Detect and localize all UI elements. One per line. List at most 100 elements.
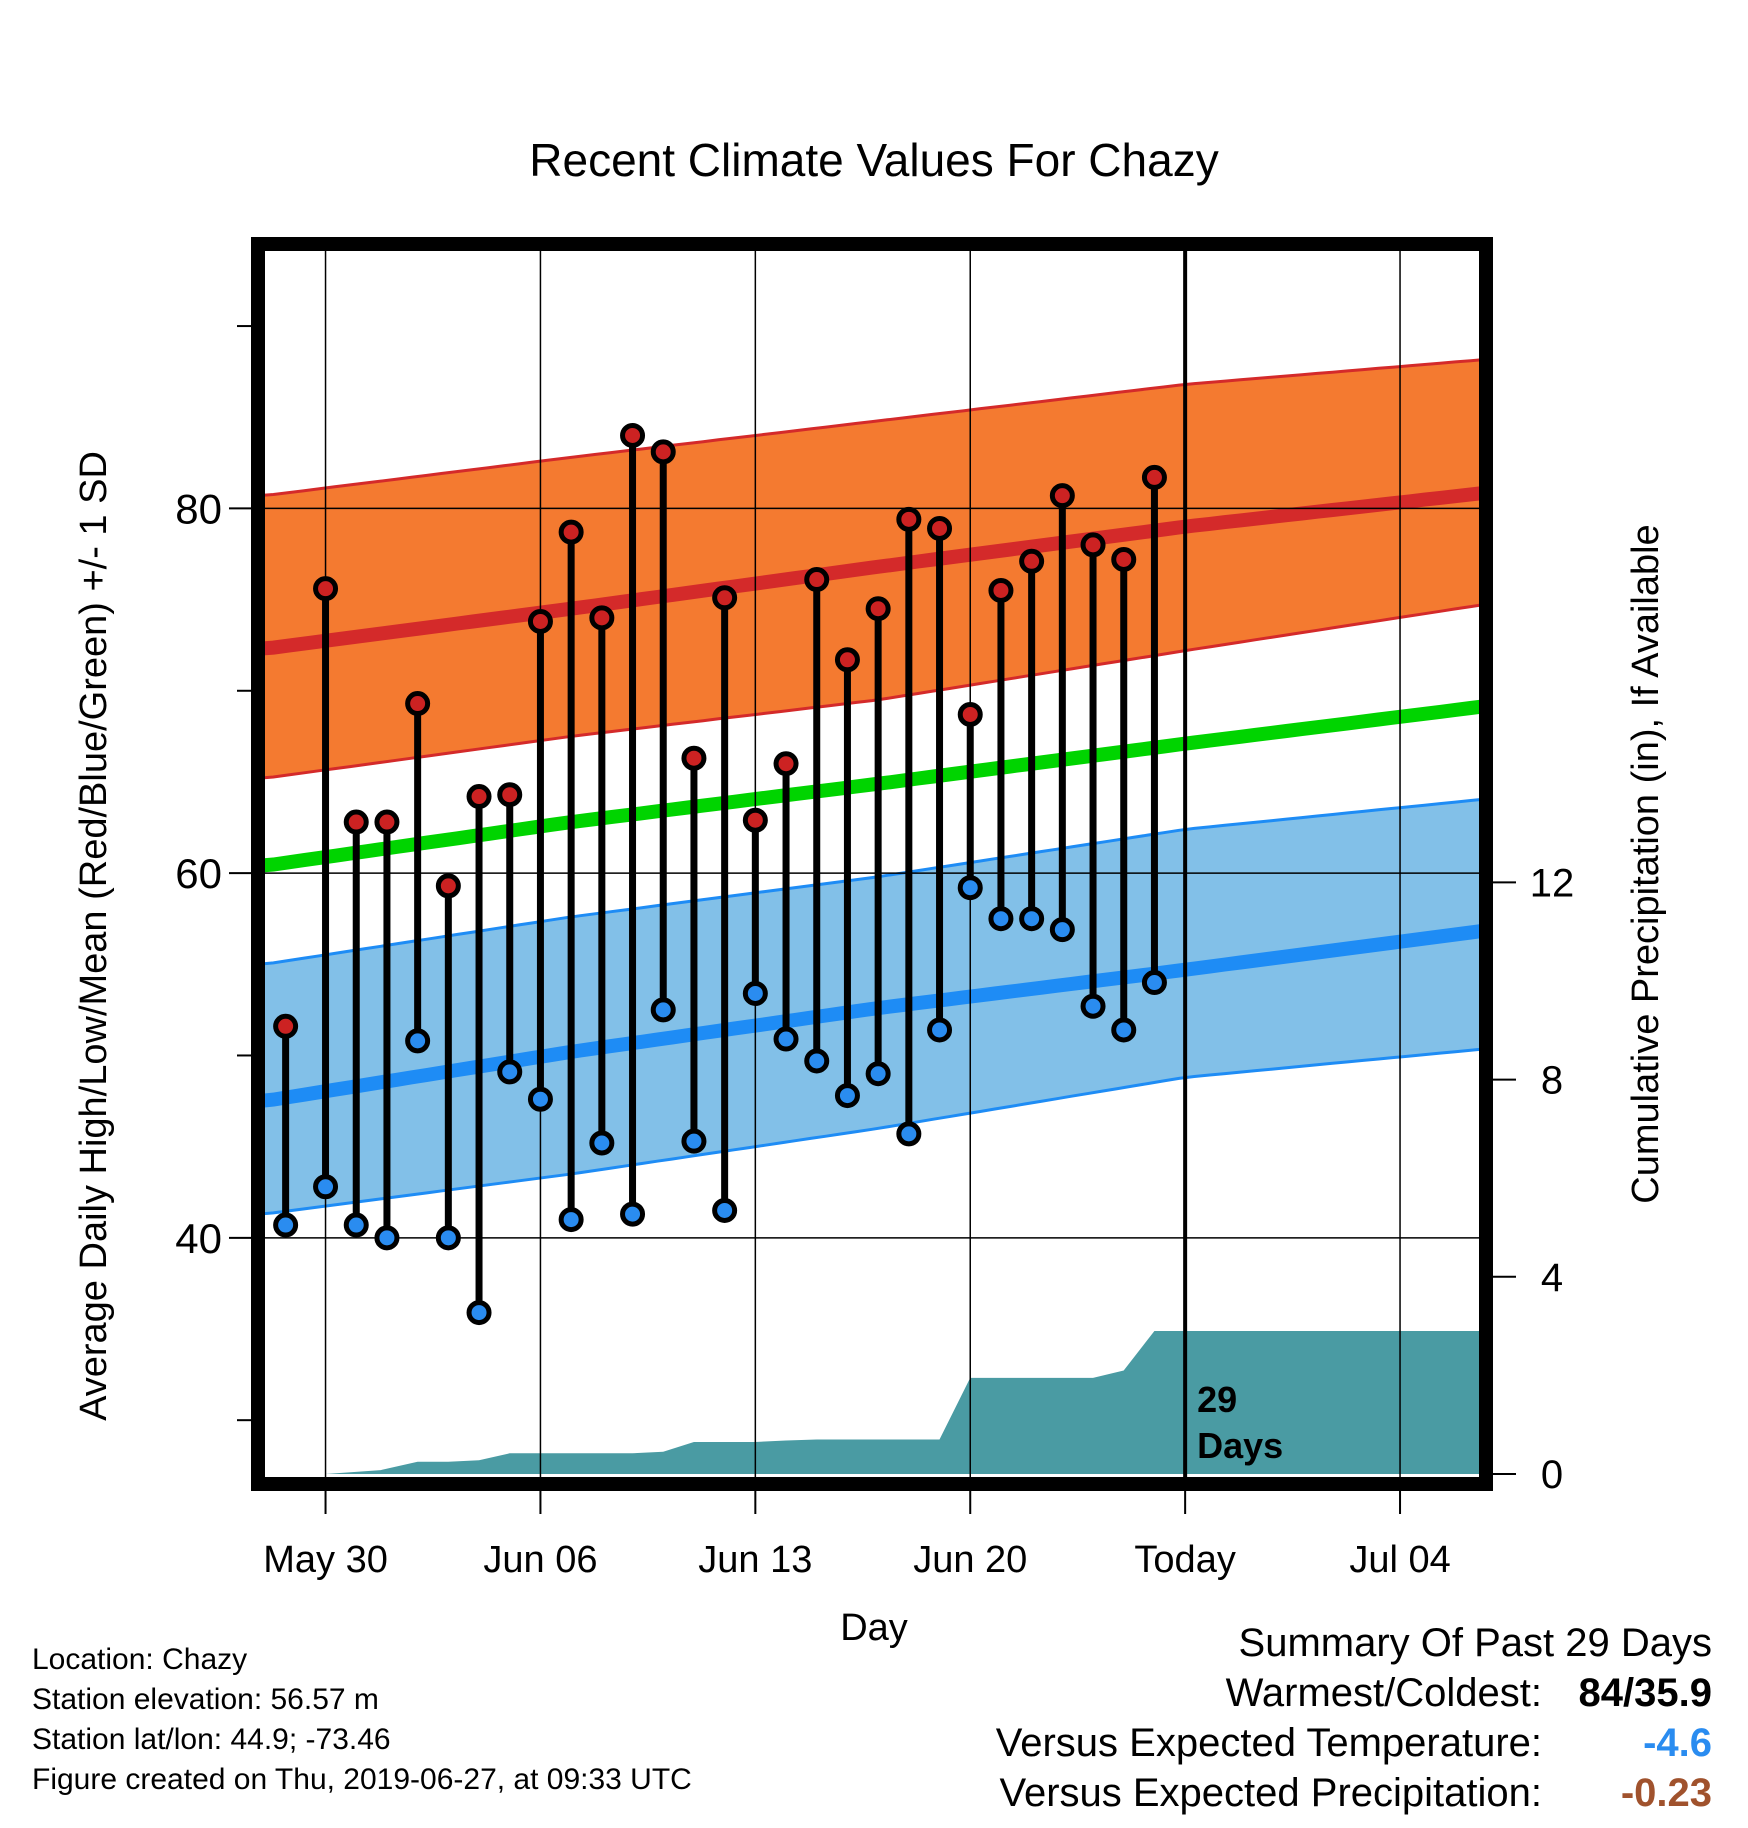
y-tick-label: 40	[175, 1215, 222, 1262]
location-text: Location: Chazy	[32, 1643, 248, 1676]
daily-high-point	[1141, 464, 1167, 490]
daily-high-point	[773, 751, 799, 777]
x-tick-label: Jun 20	[913, 1539, 1027, 1581]
daily-low-point	[466, 1300, 492, 1326]
daily-low-point	[742, 980, 768, 1006]
y-axis-label: Average Daily High/Low/Mean (Red/Blue/Gr…	[73, 451, 115, 1421]
daily-low-point	[712, 1197, 738, 1223]
daily-low-point	[834, 1083, 860, 1109]
chart-title: Recent Climate Values For Chazy	[529, 134, 1218, 186]
plot-area: 29 Days	[258, 244, 1486, 1484]
daily-low-point	[343, 1212, 369, 1238]
normal-mean-line	[258, 699, 1486, 873]
low-sd-lower-line	[258, 1047, 1486, 1216]
daily-high-point	[650, 439, 676, 465]
daily-high-point	[343, 809, 369, 835]
x-tick-label: Jun 13	[698, 1539, 812, 1581]
daily-low-point	[957, 875, 983, 901]
latlon-text: Station lat/lon: 44.9; -73.46	[32, 1723, 391, 1756]
daily-high-point	[374, 809, 400, 835]
daily-low-point	[1141, 970, 1167, 996]
warmest-label: Warmest/Coldest:	[1225, 1671, 1542, 1715]
y2-tick-label: 12	[1530, 861, 1575, 905]
daily-low-point	[1019, 906, 1045, 932]
high-sd-upper-line	[258, 357, 1486, 498]
precip-label: Versus Expected Precipitation:	[999, 1771, 1542, 1815]
daily-low-point	[589, 1130, 615, 1156]
daily-high-point	[896, 506, 922, 532]
daily-high-point	[804, 567, 830, 593]
daily-low-point	[435, 1225, 461, 1251]
daily-low-point	[650, 997, 676, 1023]
precip-value: -0.23	[1620, 1771, 1712, 1815]
daily-low-point	[558, 1207, 584, 1233]
daily-high-point	[681, 745, 707, 771]
daily-low-point	[927, 1017, 953, 1043]
x-tick-label: May 30	[263, 1539, 388, 1581]
daily-low-point	[865, 1061, 891, 1087]
daily-high-point	[620, 422, 646, 448]
daily-high-point	[712, 585, 738, 611]
daily-low-point	[1111, 1017, 1137, 1043]
daily-high-point	[1080, 532, 1106, 558]
daily-high-point	[742, 807, 768, 833]
daily-high-point	[435, 873, 461, 899]
daily-high-point	[1049, 483, 1075, 509]
station-info: Location: Chazy Station elevation: 56.57…	[32, 1640, 692, 1800]
x-tick-label: Jul 04	[1349, 1539, 1450, 1581]
summary-title: Summary Of Past 29 Days	[1238, 1621, 1712, 1665]
daily-high-point	[558, 519, 584, 545]
normal-high-line	[258, 485, 1486, 656]
y2-tick-label: 0	[1541, 1453, 1563, 1497]
y-tick-label: 80	[175, 485, 222, 532]
daily-low-point	[988, 906, 1014, 932]
daily-high-point	[497, 782, 523, 808]
summary-temp-row: Versus Expected Temperature: -4.6	[996, 1718, 1712, 1768]
daily-high-point	[527, 608, 553, 634]
x-tick-label: Jun 06	[483, 1539, 597, 1581]
daily-high-point	[1019, 548, 1045, 574]
low-sd-upper-line	[258, 797, 1486, 966]
y2-axis-label: Cumulative Precipitation (in), If Availa…	[1625, 524, 1667, 1203]
daily-high-point	[273, 1013, 299, 1039]
created-text: Figure created on Thu, 2019-06-27, at 09…	[32, 1763, 692, 1796]
summary-warmest-row: Warmest/Coldest: 84/35.9	[996, 1668, 1712, 1718]
elevation-text: Station elevation: 56.57 m	[32, 1683, 379, 1716]
summary-panel: Summary Of Past 29 Days Warmest/Coldest:…	[996, 1618, 1712, 1818]
daily-low-point	[405, 1028, 431, 1054]
daily-high-point	[957, 701, 983, 727]
x-tick-label: Today	[1134, 1539, 1235, 1581]
daily-high-point	[988, 577, 1014, 603]
daily-high-point	[1111, 546, 1137, 572]
daily-low-point	[374, 1225, 400, 1251]
temp-value: -4.6	[1643, 1721, 1712, 1765]
daily-low-point	[1080, 993, 1106, 1019]
daily-low-point	[804, 1048, 830, 1074]
high-sd-lower-line	[258, 602, 1486, 780]
y2-tick-label: 8	[1541, 1059, 1563, 1103]
daily-high-point	[865, 596, 891, 622]
daily-low-point	[527, 1086, 553, 1112]
daily-high-point	[927, 515, 953, 541]
y2-tick-label: 4	[1541, 1256, 1563, 1300]
axes: 40 60 80 0 4 8 12 May 30 Jun 06 Jun 13 Jun 20 Today…	[175, 237, 1575, 1581]
daily-high-point	[313, 576, 339, 602]
temp-label: Versus Expected Temperature:	[995, 1721, 1542, 1765]
summary-precip-row: Versus Expected Precipitation: -0.23	[996, 1768, 1712, 1818]
daily-low-point	[313, 1174, 339, 1200]
normal-low-line	[258, 923, 1486, 1109]
today-days-count: 29	[1197, 1379, 1237, 1420]
daily-low-point	[773, 1026, 799, 1052]
daily-low-point	[896, 1121, 922, 1147]
daily-high-point	[834, 647, 860, 673]
x-axis-label: Day	[840, 1607, 908, 1649]
today-days-label: Days	[1197, 1425, 1283, 1466]
daily-low-point	[273, 1212, 299, 1238]
warmest-value: 84/35.9	[1578, 1671, 1712, 1715]
daily-low-point	[620, 1201, 646, 1227]
daily-low-point	[497, 1059, 523, 1085]
y-tick-label: 60	[175, 850, 222, 897]
daily-low-point	[681, 1128, 707, 1154]
cumulative-precip-area	[258, 1331, 1486, 1474]
